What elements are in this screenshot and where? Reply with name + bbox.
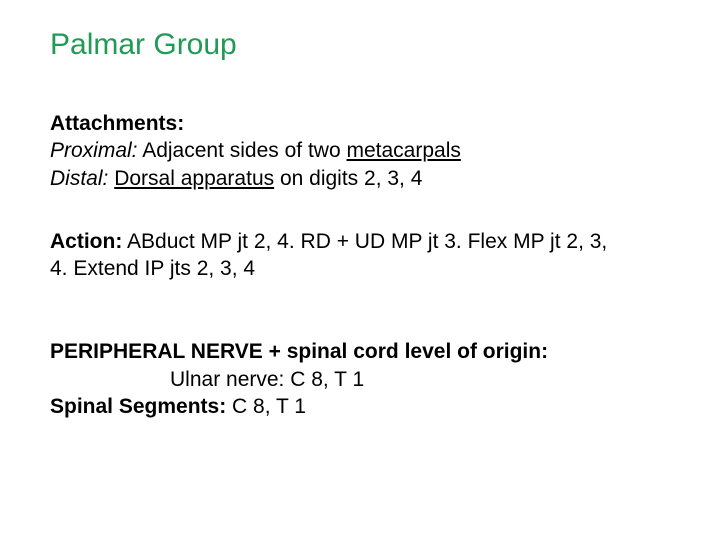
spinal-segments-label: Spinal Segments: bbox=[50, 395, 226, 418]
action-block: Action: ABduct MP jt 2, 4. RD + UD MP jt… bbox=[50, 228, 670, 283]
nerve-line-ulnar: Ulnar nerve: C 8, T 1 bbox=[50, 366, 670, 393]
slide: Palmar Group Attachments: Proximal: Adja… bbox=[0, 0, 720, 540]
nerve-block: PERIPHERAL NERVE + spinal cord level of … bbox=[50, 338, 670, 420]
proximal-underline: metacarpals bbox=[347, 139, 461, 162]
action-label: Action: bbox=[50, 230, 122, 253]
attachments-block: Attachments: Proximal: Adjacent sides of… bbox=[50, 110, 670, 192]
proximal-label: Proximal: bbox=[50, 139, 138, 162]
slide-title: Palmar Group bbox=[50, 28, 670, 62]
nerve-heading: PERIPHERAL NERVE + spinal cord level of … bbox=[50, 338, 670, 365]
attachments-heading: Attachments: bbox=[50, 112, 184, 135]
distal-text-post: on digits 2, 3, 4 bbox=[274, 167, 422, 190]
spinal-segments-text: C 8, T 1 bbox=[226, 395, 306, 418]
distal-underline: Dorsal apparatus bbox=[114, 167, 274, 190]
proximal-text-pre: Adjacent sides of two bbox=[138, 139, 347, 162]
action-text: ABduct MP jt 2, 4. RD + UD MP jt 3. Flex… bbox=[50, 230, 607, 280]
distal-label: Distal: bbox=[50, 167, 108, 190]
